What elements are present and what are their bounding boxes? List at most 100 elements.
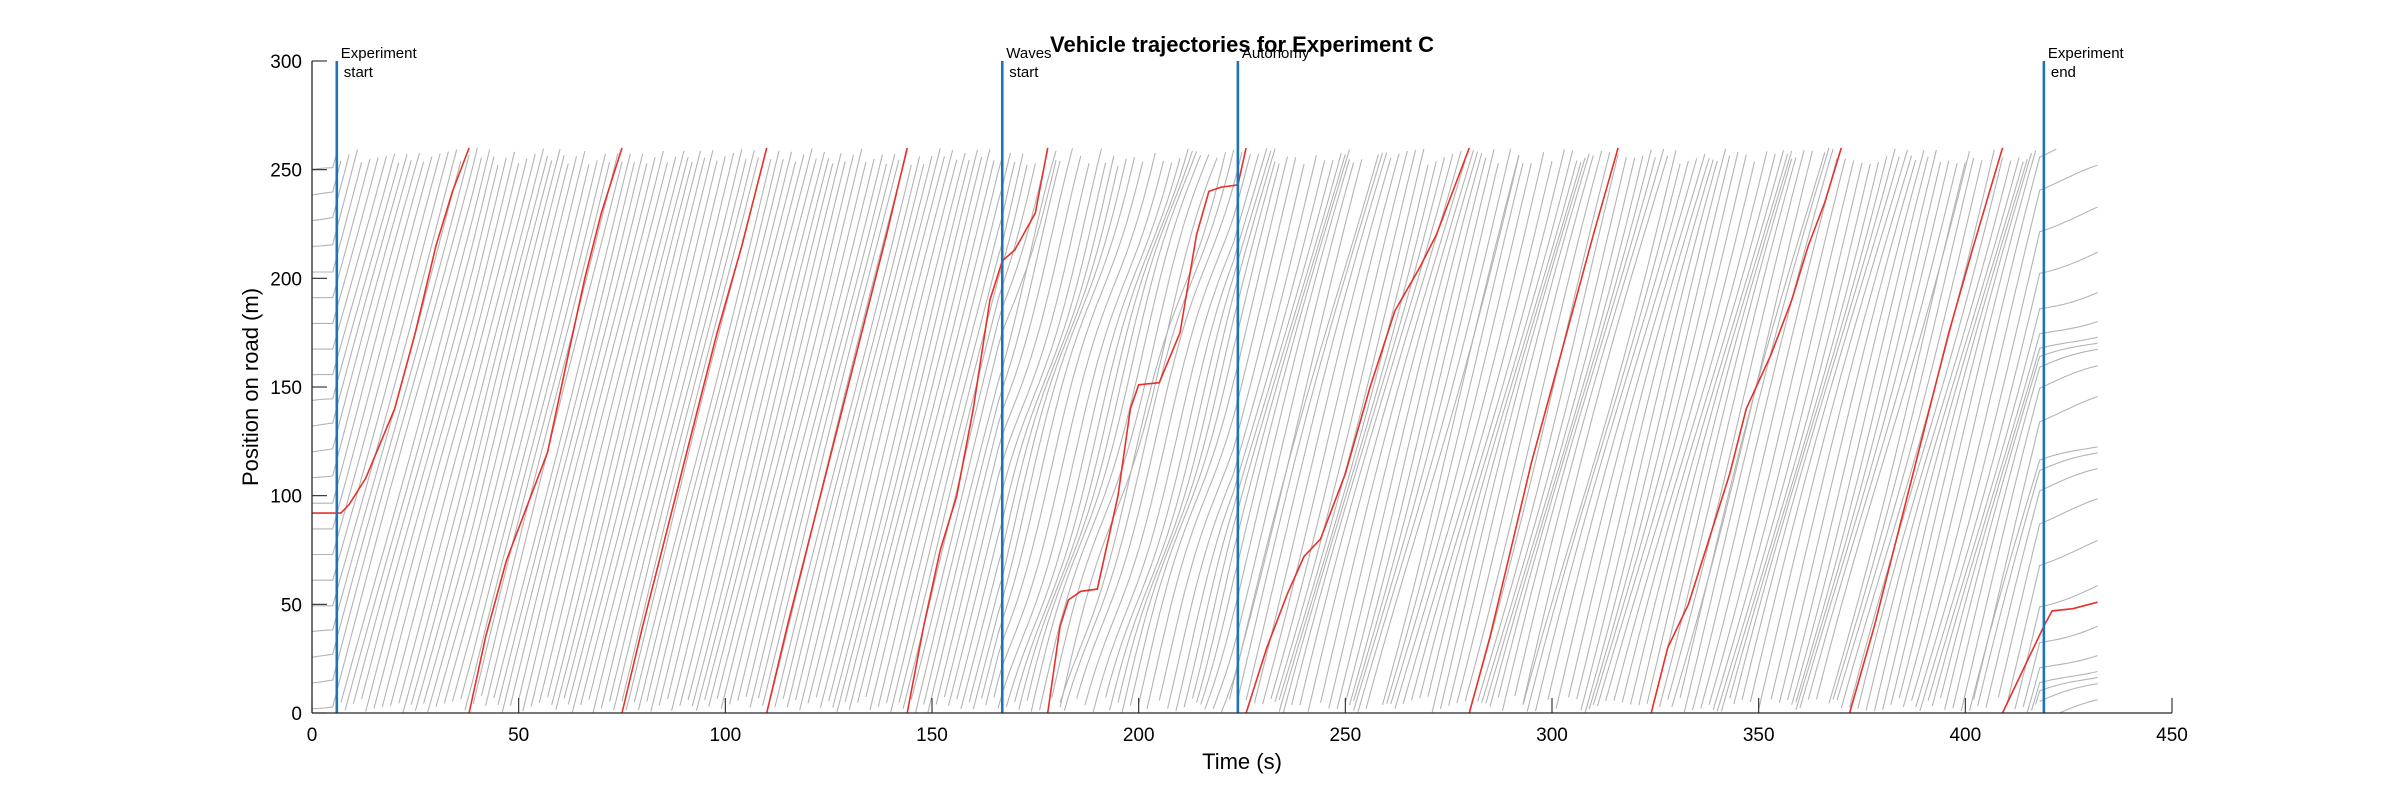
background-trajectory-line	[1629, 150, 1785, 705]
background-trajectory-line	[1580, 160, 1718, 711]
background-trajectory-line	[1939, 336, 2098, 699]
x-tick-label: 300	[1536, 725, 1568, 746]
background-trajectory-line	[1865, 157, 2020, 711]
background-trajectory-line	[2035, 677, 2098, 705]
background-trajectory-line	[923, 160, 1061, 705]
background-trajectory-line	[1700, 157, 1838, 709]
x-tick-label: 150	[916, 725, 948, 746]
background-trajectory-line	[1477, 154, 1619, 702]
background-trajectory-line	[1092, 153, 1260, 713]
background-trajectory-line	[311, 154, 470, 658]
background-trajectory-line	[1952, 348, 2098, 709]
background-trajectory-line	[795, 155, 933, 701]
background-trajectory-line	[1497, 149, 1652, 698]
background-trajectory-line	[1394, 152, 1545, 709]
background-trajectory-line	[1386, 162, 1524, 704]
background-trajectory-line	[1795, 161, 1942, 711]
background-trajectory-line	[633, 159, 772, 703]
background-trajectory-line	[311, 162, 400, 401]
background-trajectory-line	[836, 149, 979, 713]
background-trajectory-line	[1237, 152, 1384, 699]
background-trajectory-line	[1605, 161, 1756, 701]
background-trajectory-line	[1307, 150, 1462, 712]
background-trajectory-line	[1795, 149, 1937, 703]
background-trajectory-line	[311, 154, 408, 427]
background-trajectory-line	[1291, 157, 1446, 706]
background-trajectory-line	[1105, 147, 1268, 698]
x-tick-label: 200	[1123, 725, 1155, 746]
background-trajectory-line	[658, 161, 797, 706]
background-trajectory-line	[1344, 152, 1483, 704]
x-tick-label: 250	[1329, 725, 1361, 746]
x-tick-label: 350	[1743, 725, 1775, 746]
background-trajectory-line	[592, 152, 735, 713]
highlighted-trajectory-line	[2001, 601, 2098, 714]
background-trajectory-line	[1729, 161, 1880, 699]
background-trajectory-line	[749, 163, 888, 708]
background-trajectory-line	[910, 159, 1057, 700]
y-tick-label: 150	[270, 378, 302, 399]
background-trajectory-line	[1278, 148, 1425, 701]
background-trajectory-line	[312, 151, 449, 581]
background-trajectory-line	[1328, 150, 1475, 709]
background-trajectory-line	[1741, 148, 1896, 700]
background-trajectory-line	[1919, 251, 2098, 712]
background-trajectory-line	[993, 152, 1156, 698]
background-trajectory-line	[650, 151, 793, 712]
background-trajectory-line	[443, 151, 586, 704]
background-trajectory-line	[361, 157, 507, 700]
background-trajectory-line	[410, 160, 553, 705]
background-trajectory-line	[1121, 161, 1276, 713]
y-tick-label: 200	[270, 269, 302, 290]
background-trajectory-line	[613, 149, 755, 711]
background-trajectory-line	[518, 157, 656, 700]
background-trajectory-line	[1799, 160, 1950, 709]
background-trajectory-line	[1654, 158, 1793, 699]
background-trajectory-line	[1381, 154, 1520, 705]
y-ticks: 0 50 100 150 200 250 300	[270, 52, 327, 725]
background-trajectory-line	[819, 159, 958, 708]
background-trajectory-line	[414, 149, 561, 712]
highlighted-trajectory-line	[1848, 147, 2004, 714]
background-trajectory-line	[1117, 148, 1276, 703]
background-trajectory-line	[1299, 153, 1454, 706]
background-trajectory-line	[1902, 148, 2057, 708]
background-trajectory-line	[1849, 157, 2004, 708]
highlighted-trajectory-line	[312, 147, 470, 514]
background-trajectory-line	[691, 158, 830, 707]
background-trajectory-line	[956, 162, 1107, 700]
background-trajectory-line	[509, 163, 648, 706]
highlighted-trajectory-line	[468, 147, 623, 714]
background-trajectory-line	[770, 150, 908, 698]
x-axis-label: Time (s)	[1202, 749, 1282, 774]
background-trajectory-line	[972, 158, 1127, 710]
background-trajectory-line	[340, 149, 491, 703]
background-trajectory-line	[782, 156, 921, 699]
background-trajectory-line	[708, 161, 846, 707]
background-trajectory-line	[985, 161, 1144, 706]
background-trajectory-line	[1353, 163, 1499, 711]
background-trajectory-line	[1927, 292, 2098, 701]
background-trajectory-line	[1245, 152, 1388, 701]
background-trajectory-line	[365, 151, 516, 712]
background-trajectory-line	[844, 156, 983, 702]
background-trajectory-line	[1733, 156, 1888, 705]
background-trajectory-line	[1944, 342, 2098, 710]
background-trajectory-line	[815, 149, 954, 698]
background-trajectory-line	[1758, 149, 1909, 710]
background-trajectory-line	[451, 164, 590, 702]
background-trajectory-line	[799, 148, 941, 711]
background-trajectory-line	[1262, 153, 1400, 705]
event-label: Experiment	[2048, 45, 2125, 62]
background-trajectory-line	[761, 159, 900, 706]
background-trajectory-line	[1183, 160, 1334, 708]
background-trajectory-line	[1555, 153, 1706, 709]
background-trajectory-line	[1915, 206, 2098, 708]
background-trajectory-line	[1489, 155, 1644, 707]
background-trajectory-line	[885, 153, 1024, 703]
background-trajectory-line	[1229, 154, 1379, 700]
background-trajectory-line	[1584, 148, 1727, 714]
y-tick-label: 300	[270, 52, 302, 73]
highlighted-trajectory	[312, 147, 2098, 714]
background-trajectory-line	[2006, 539, 2098, 706]
